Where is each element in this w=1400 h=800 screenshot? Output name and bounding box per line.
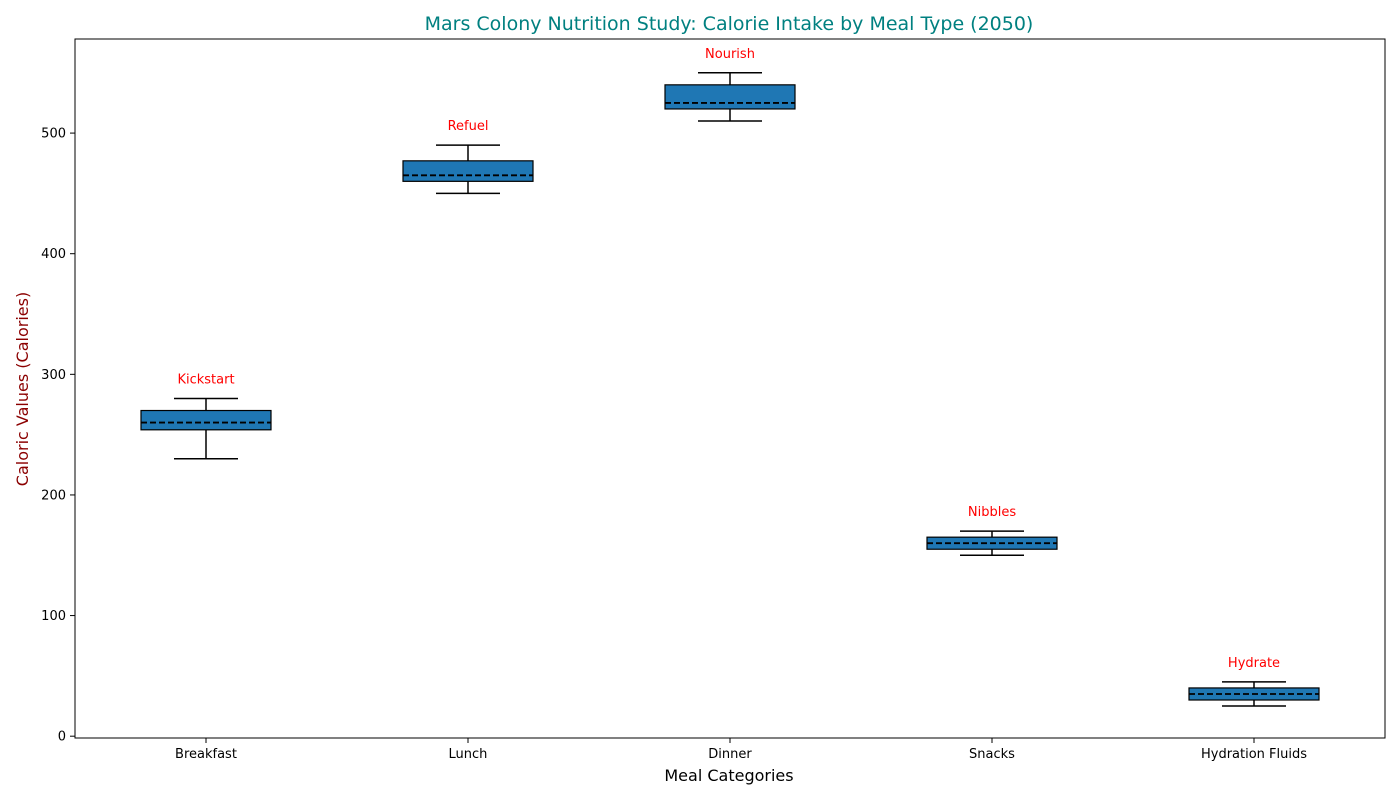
box-body	[140, 409, 272, 431]
x-axis-label: Meal Categories	[664, 766, 793, 785]
box-body	[664, 84, 796, 110]
box-snacks: Nibbles	[926, 505, 1058, 557]
x-tick-label: Dinner	[708, 747, 752, 762]
annotation-label: Hydrate	[1228, 656, 1280, 671]
chart-title: Mars Colony Nutrition Study: Calorie Int…	[425, 13, 1034, 35]
y-axis-label: Caloric Values (Calories)	[13, 292, 32, 486]
box-body	[402, 160, 534, 182]
x-tick-label: Breakfast	[175, 747, 237, 762]
x-tick-label: Lunch	[449, 747, 488, 762]
x-tick-label: Snacks	[969, 747, 1015, 762]
plot-area: 0 100 200 300 400 500 Breakfast Lunch Dinner Snac…	[41, 47, 1320, 762]
box-breakfast: Kickstart	[140, 372, 272, 460]
y-tick-label: 200	[41, 488, 66, 503]
y-tick-label: 0	[58, 730, 66, 745]
y-tick-label: 500	[41, 127, 66, 142]
y-tick-label: 300	[41, 368, 66, 383]
plot-frame	[74, 38, 1386, 739]
x-tick-label: Hydration Fluids	[1201, 747, 1307, 762]
annotation-label: Nourish	[705, 47, 755, 62]
box-hydration-fluids: Hydrate	[1188, 656, 1320, 707]
box-dinner: Nourish	[664, 47, 796, 122]
y-tick-label: 100	[41, 609, 66, 624]
box-lunch: Refuel	[402, 119, 534, 195]
annotation-label: Kickstart	[177, 372, 234, 387]
annotation-label: Nibbles	[968, 505, 1016, 520]
y-tick-label: 400	[41, 247, 66, 262]
annotation-label: Refuel	[448, 119, 489, 134]
